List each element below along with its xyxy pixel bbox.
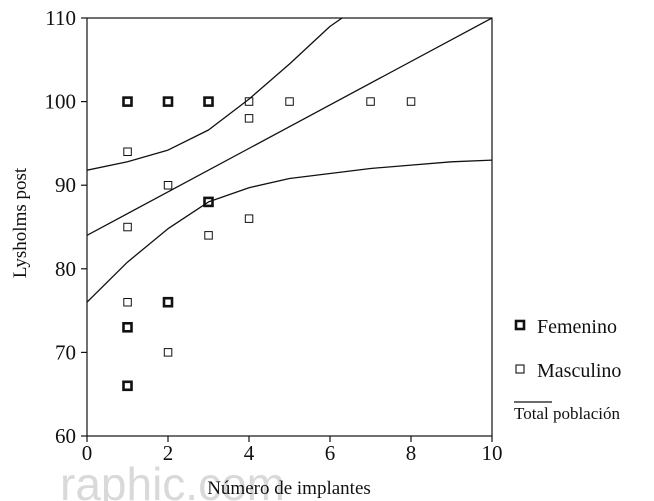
legend-total-label: Total población	[514, 404, 620, 423]
x-axis-ticks: 0 2 4 6 8 10	[82, 436, 503, 465]
y-tick-label: 110	[45, 6, 76, 30]
masculino-point	[285, 97, 294, 106]
masculino-point	[366, 97, 375, 106]
data-points	[122, 96, 416, 392]
y-axis-title: Lysholms post	[10, 167, 31, 278]
legend-masculino-label: Masculino	[537, 360, 621, 382]
masculino-point	[123, 147, 132, 156]
x-tick-label: 10	[482, 441, 503, 465]
femenino-point	[122, 380, 133, 392]
y-axis-ticks: 60 70 80 90 100 110	[45, 6, 87, 448]
masculino-point	[123, 222, 132, 232]
x-tick-label: 2	[163, 441, 174, 465]
y-tick-label: 60	[55, 424, 76, 448]
x-tick-label: 0	[82, 441, 93, 465]
legend: Femenino Masculino Total población	[514, 316, 621, 423]
plot-frame	[86, 17, 493, 437]
masculino-point	[123, 298, 132, 307]
x-axis-title: Número de implantes	[207, 478, 371, 499]
confidence-lower-line	[87, 159, 492, 303]
masculino-point	[163, 348, 173, 357]
plot-area	[86, 17, 493, 437]
legend-femenino-marker	[514, 319, 526, 331]
masculino-point	[244, 214, 254, 223]
x-tick-label: 4	[244, 441, 255, 465]
x-tick-label: 8	[406, 441, 417, 465]
femenino-point	[162, 96, 174, 107]
masculino-point	[163, 181, 173, 190]
x-tick-label: 6	[325, 441, 336, 465]
femenino-point	[122, 321, 133, 333]
regression-line	[87, 18, 492, 236]
y-tick-label: 80	[55, 257, 76, 281]
watermark: raphic.com	[60, 458, 285, 501]
masculino-point	[406, 97, 416, 106]
masculino-point	[204, 231, 213, 240]
y-tick-label: 90	[55, 173, 76, 197]
femenino-point	[162, 296, 174, 308]
femenino-point	[203, 96, 214, 107]
legend-femenino-label: Femenino	[537, 316, 617, 338]
y-tick-label: 100	[45, 90, 77, 114]
legend-masculino-marker	[515, 364, 525, 374]
masculino-point	[244, 114, 254, 123]
fit-lines	[87, 18, 492, 303]
y-tick-label: 70	[55, 340, 76, 364]
confidence-upper-line	[87, 18, 343, 171]
femenino-point	[122, 96, 133, 107]
